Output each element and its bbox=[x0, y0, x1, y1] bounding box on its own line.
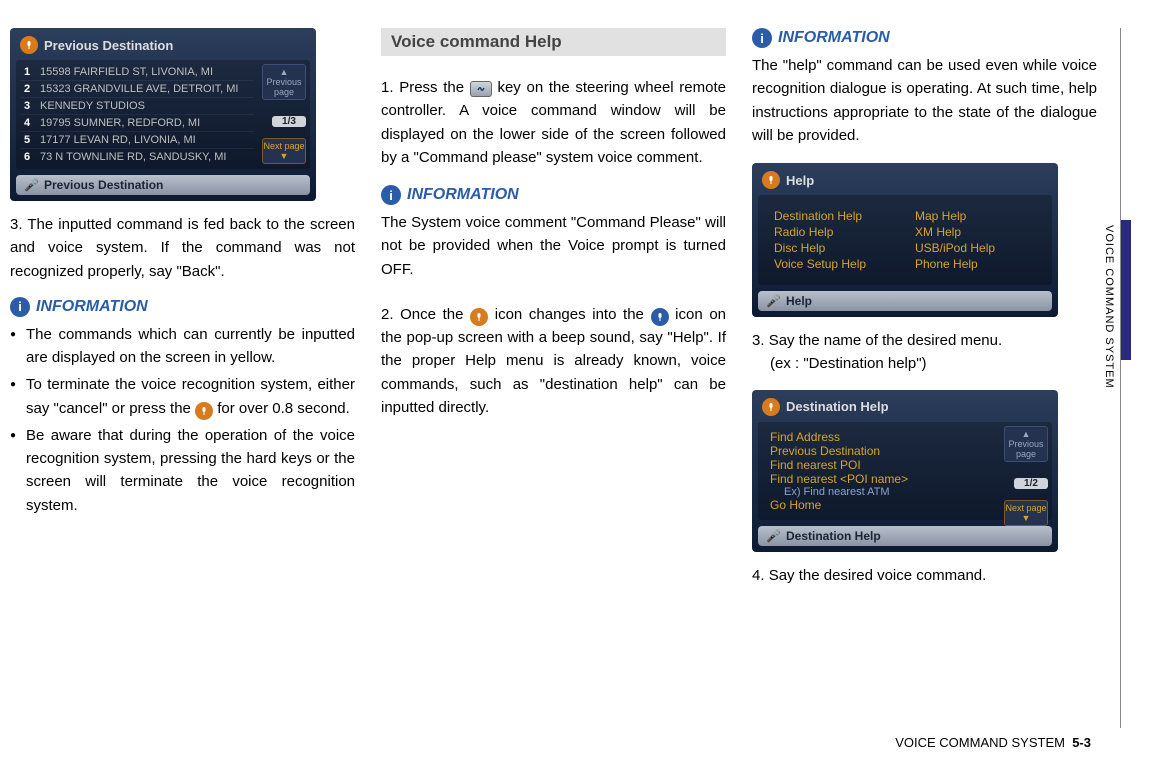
help-item[interactable]: Disc Help bbox=[774, 241, 895, 255]
mic-icon bbox=[762, 398, 780, 416]
device-previous-destination: Previous Destination ▲Previous page 1/3 … bbox=[10, 28, 316, 201]
page-footer: VOICE COMMAND SYSTEM 5-3 bbox=[895, 735, 1091, 750]
prev-page-button[interactable]: ▲Previous page bbox=[262, 64, 306, 100]
device-footer: 🎤 Previous Destination bbox=[16, 175, 310, 195]
list-item[interactable]: 115598 FAIRFIELD ST, LIVONIA, MI bbox=[20, 64, 254, 81]
information-label: INFORMATION bbox=[778, 29, 890, 47]
device-help: Help Destination Help Map Help Radio Hel… bbox=[752, 163, 1058, 317]
help-item[interactable]: Radio Help bbox=[774, 225, 895, 239]
page-chip: 1/3 bbox=[272, 116, 306, 127]
bullet-item: The commands which can currently be inpu… bbox=[10, 323, 355, 370]
column-1: Previous Destination ▲Previous page 1/3 … bbox=[10, 28, 355, 587]
mic-icon bbox=[762, 171, 780, 189]
device-title-text: Previous Destination bbox=[44, 38, 173, 53]
step-4: 4. Say the desired voice command. bbox=[752, 564, 1097, 587]
help-item[interactable]: Map Help bbox=[915, 209, 1036, 223]
list-item[interactable]: 419795 SUMNER, REDFORD, MI bbox=[20, 115, 254, 132]
information-label: INFORMATION bbox=[36, 298, 148, 316]
step-3-example: (ex : "Destination help") bbox=[752, 352, 1097, 375]
device-title: Help bbox=[758, 169, 1052, 195]
list-item[interactable]: 3KENNEDY STUDIOS bbox=[20, 98, 254, 115]
page-chip: 1/2 bbox=[1014, 478, 1048, 489]
information-heading: i INFORMATION bbox=[10, 297, 355, 317]
mic-icon bbox=[20, 36, 38, 54]
mic-active-icon bbox=[651, 308, 669, 326]
help-item[interactable]: Destination Help bbox=[774, 209, 895, 223]
information-heading: i INFORMATION bbox=[381, 185, 726, 205]
device-title: Previous Destination bbox=[16, 34, 310, 60]
information-heading: i INFORMATION bbox=[752, 28, 1097, 48]
side-label: VOICE COMMAND SYSTEM bbox=[1103, 225, 1115, 389]
column-2: Voice command Help 1. Press the key on t… bbox=[381, 28, 726, 587]
information-label: INFORMATION bbox=[407, 186, 519, 204]
help-item[interactable]: Voice Setup Help bbox=[774, 257, 895, 271]
info-icon: i bbox=[10, 297, 30, 317]
section-heading: Voice command Help bbox=[381, 28, 726, 56]
mic-icon bbox=[470, 308, 488, 326]
list-item[interactable]: 517177 LEVAN RD, LIVONIA, MI bbox=[20, 132, 254, 149]
mic-icon bbox=[195, 402, 213, 420]
step-2: 2. Once the icon changes into the icon o… bbox=[381, 303, 726, 419]
next-page-button[interactable]: Next page▼ bbox=[1004, 500, 1048, 526]
info-icon: i bbox=[752, 28, 772, 48]
step-1: 1. Press the key on the steering wheel r… bbox=[381, 76, 726, 169]
page-spine bbox=[1120, 28, 1121, 728]
step-3b: 3. Say the name of the desired menu. bbox=[752, 329, 1097, 352]
prev-page-button[interactable]: ▲Previous page bbox=[1004, 426, 1048, 462]
next-page-button[interactable]: Next page▼ bbox=[262, 138, 306, 164]
list-item[interactable]: 215323 GRANDVILLE AVE, DETROIT, MI bbox=[20, 81, 254, 98]
help-item[interactable]: Find nearest <POI name> bbox=[770, 472, 996, 486]
help-item[interactable]: Find Address bbox=[770, 430, 996, 444]
info-bullets: The commands which can currently be inpu… bbox=[10, 323, 355, 517]
voice-key-icon bbox=[470, 81, 492, 97]
device-footer: 🎤 Help bbox=[758, 291, 1052, 311]
help-item[interactable]: Go Home bbox=[770, 498, 996, 512]
device-footer: 🎤 Destination Help bbox=[758, 526, 1052, 546]
info-paragraph: The System voice comment "Command Please… bbox=[381, 211, 726, 281]
help-item[interactable]: USB/iPod Help bbox=[915, 241, 1036, 255]
info-icon: i bbox=[381, 185, 401, 205]
help-item[interactable]: Find nearest POI bbox=[770, 458, 996, 472]
column-3: i INFORMATION The "help" command can be … bbox=[752, 28, 1097, 587]
device-destination-help: Destination Help ▲Previous page 1/2 Next… bbox=[752, 390, 1058, 552]
page-tab bbox=[1121, 220, 1131, 360]
list-item[interactable]: 673 N TOWNLINE RD, SANDUSKY, MI bbox=[20, 149, 254, 165]
info-paragraph: The "help" command can be used even whil… bbox=[752, 54, 1097, 147]
bullet-item: To terminate the voice recognition syste… bbox=[10, 373, 355, 420]
device-title: Destination Help bbox=[758, 396, 1052, 422]
help-example: Ex) Find nearest ATM bbox=[770, 486, 996, 498]
step-3: 3. The inputted command is fed back to t… bbox=[10, 213, 355, 283]
bullet-item: Be aware that during the operation of th… bbox=[10, 424, 355, 517]
help-item[interactable]: Phone Help bbox=[915, 257, 1036, 271]
help-item[interactable]: Previous Destination bbox=[770, 444, 996, 458]
help-item[interactable]: XM Help bbox=[915, 225, 1036, 239]
